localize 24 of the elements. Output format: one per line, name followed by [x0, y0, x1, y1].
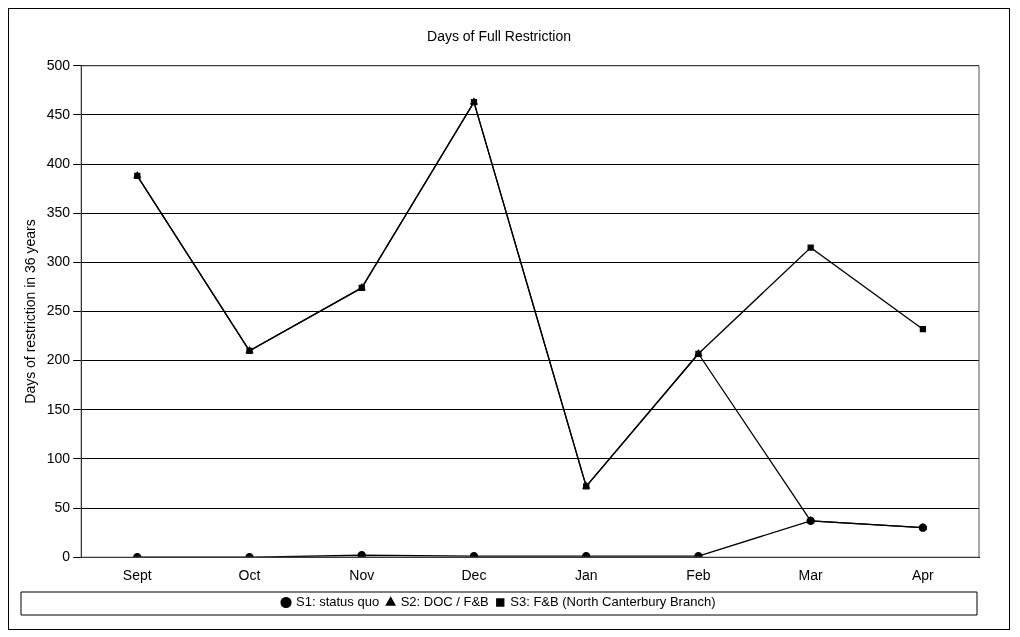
legend-label: S2: DOC / F&B	[400, 594, 489, 610]
y-tick-label: 250	[46, 302, 71, 319]
y-tick-label: 350	[46, 204, 71, 221]
y-tick-label: 0	[62, 548, 71, 565]
chart-title: Days of Full Restriction	[427, 28, 571, 45]
x-tick-label: Feb	[686, 567, 711, 584]
legend-label: S1: status quo	[296, 594, 380, 610]
x-tick-label: Apr	[911, 567, 935, 584]
y-tick-label: 400	[46, 154, 71, 171]
x-tick-label: Sept	[122, 567, 152, 584]
x-tick-label: Oct	[238, 567, 261, 584]
y-tick-label: 50	[54, 498, 71, 515]
y-tick-label: 500	[46, 56, 71, 73]
y-axis-title: Days of restriction in 36 years	[22, 219, 39, 404]
y-tick-label: 100	[46, 449, 71, 466]
y-tick-label: 200	[46, 351, 71, 368]
x-tick-label: Jan	[574, 567, 598, 584]
y-tick-label: 450	[46, 105, 71, 122]
legend-label: S3: F&B (North Canterbury Branch)	[510, 594, 716, 610]
x-tick-label: Mar	[798, 567, 824, 584]
x-tick-label: Dec	[461, 567, 487, 584]
x-tick-label: Nov	[349, 567, 375, 584]
y-tick-label: 300	[46, 253, 71, 270]
y-tick-label: 150	[46, 400, 71, 417]
